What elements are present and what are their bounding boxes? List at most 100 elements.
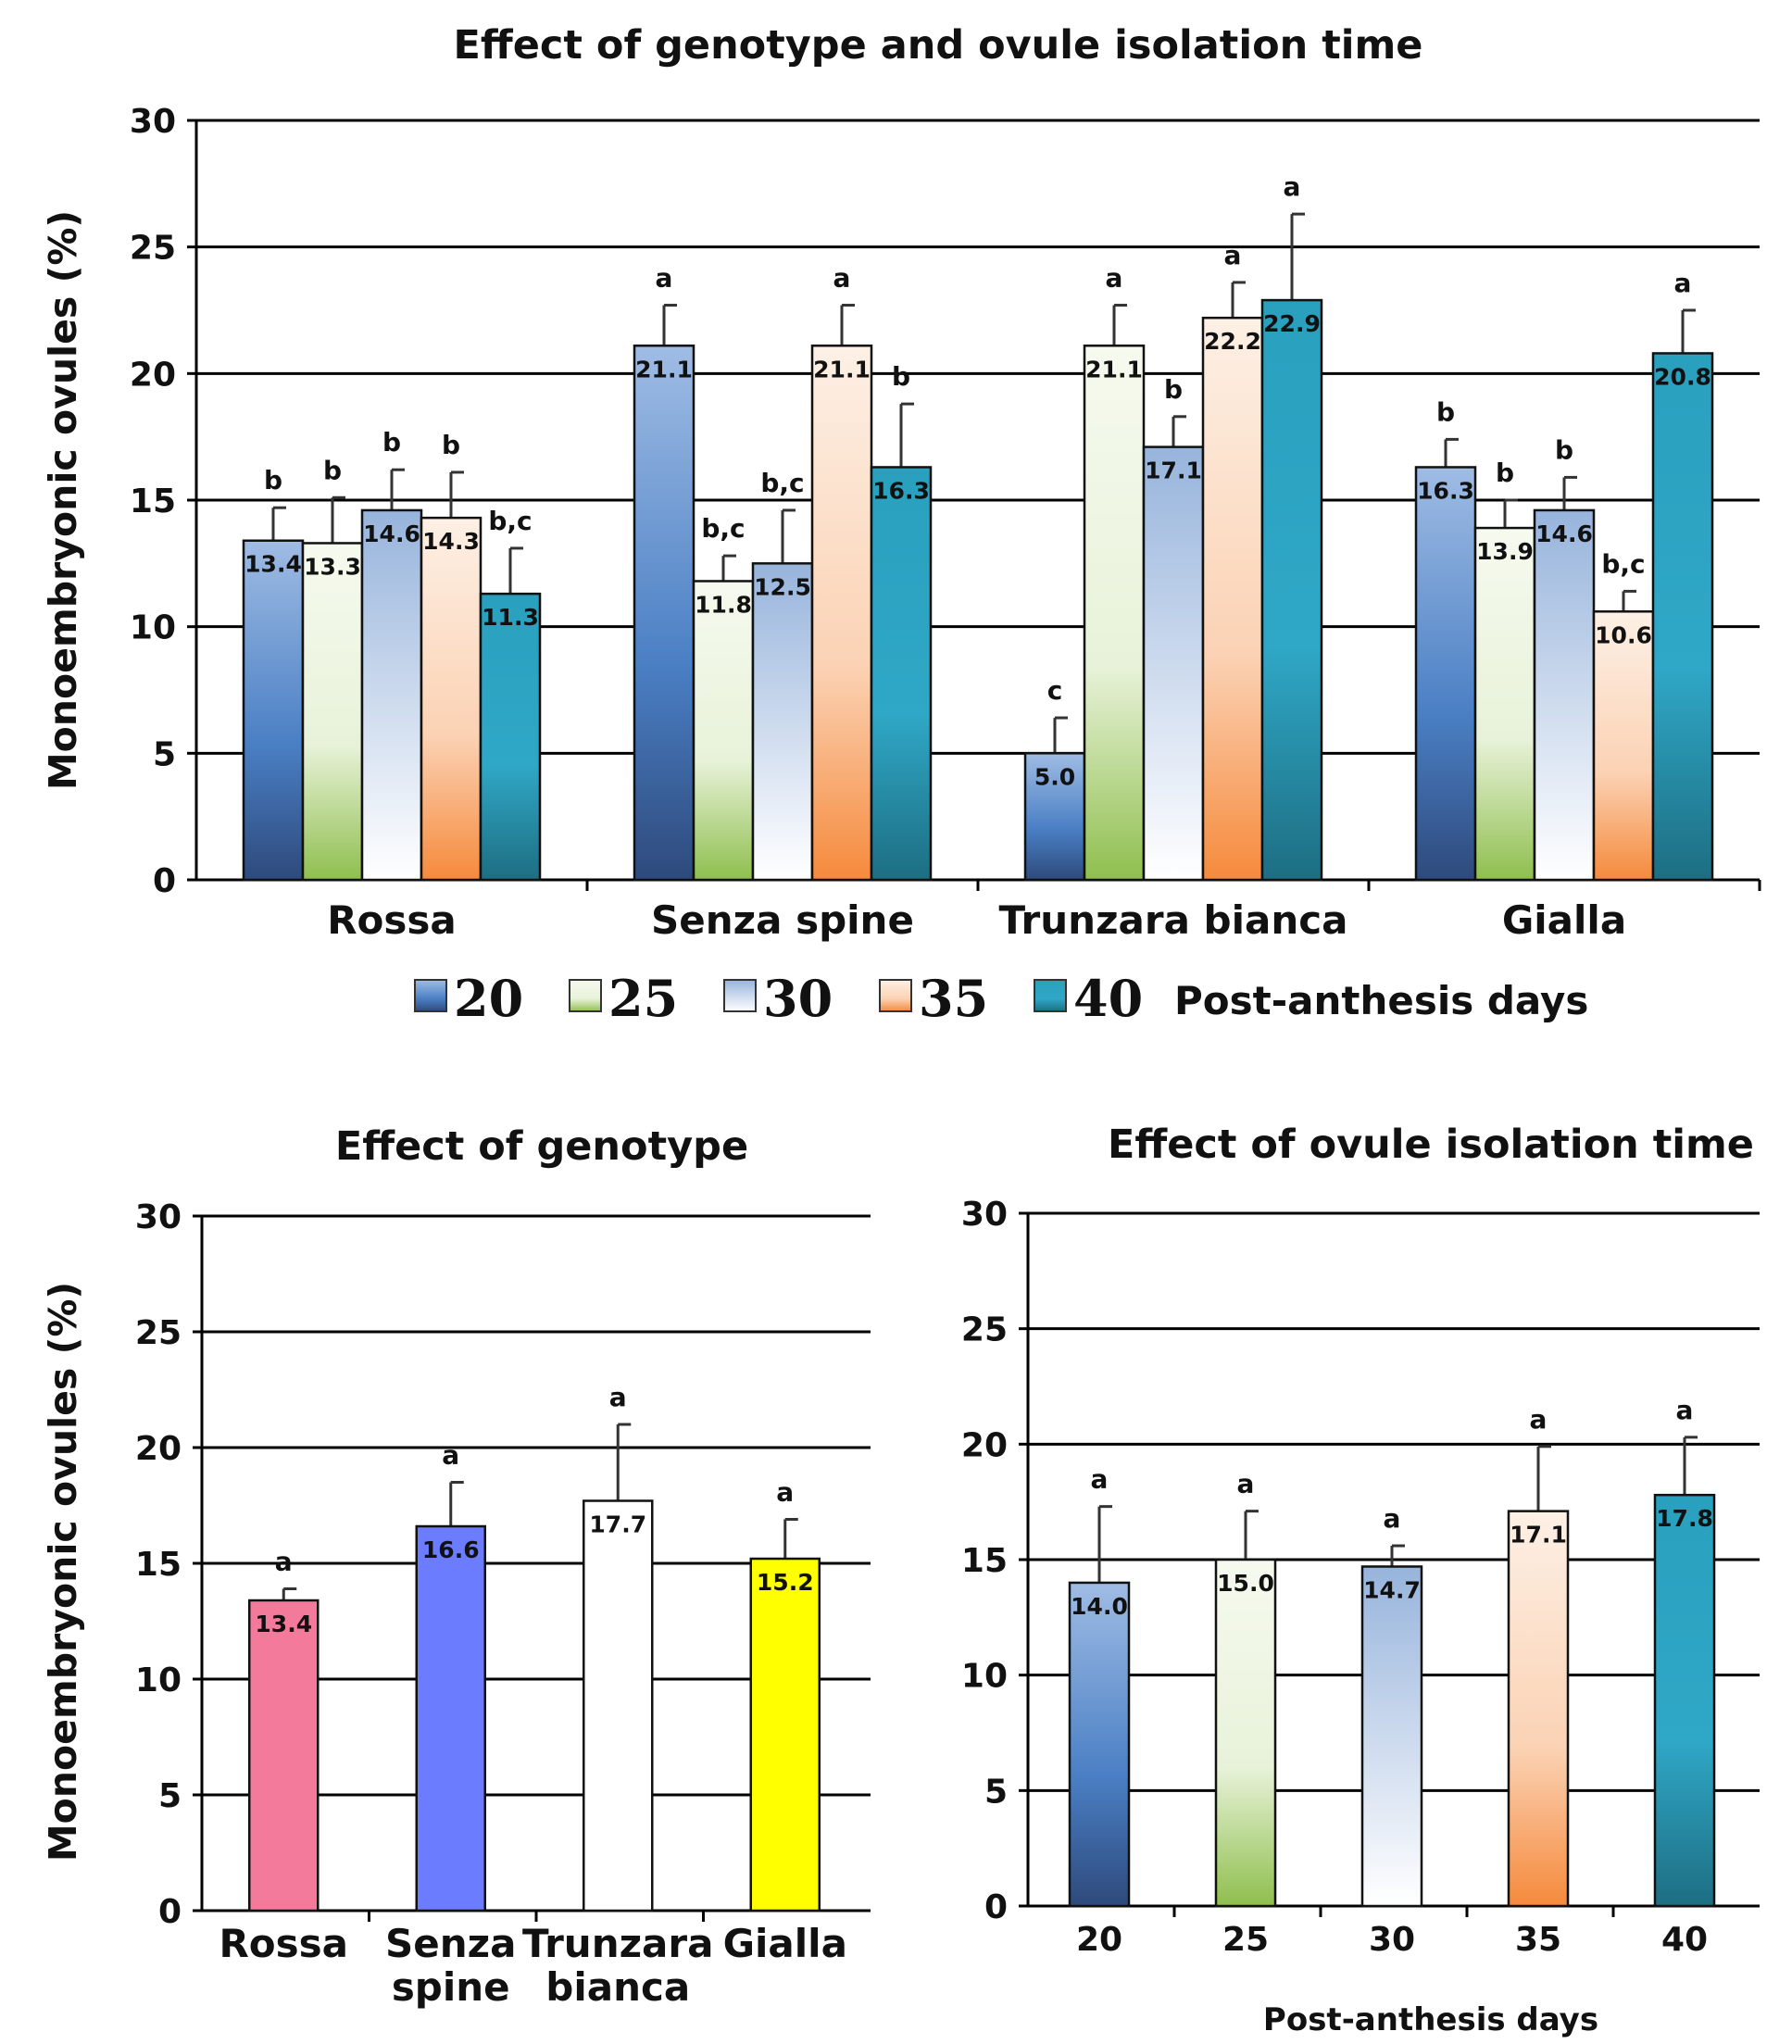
category-label: Rossa <box>219 1921 348 1966</box>
category-label: 30 <box>1369 1921 1415 1959</box>
bar <box>749 1557 821 1912</box>
legend-swatch <box>879 979 912 1012</box>
category-label: 40 <box>1661 1921 1708 1959</box>
bar-gialla-30: 14.6 b <box>1533 434 1596 882</box>
significance-letter: a <box>1674 268 1692 298</box>
value-label: 14.7 <box>1363 1576 1421 1603</box>
bar <box>1414 466 1477 882</box>
bar-rossa-25: 13.3 b <box>301 455 364 882</box>
category-label: bianca <box>545 1964 690 2010</box>
value-label: 15.0 <box>1217 1570 1274 1597</box>
bar <box>1068 1581 1131 1908</box>
bar-trunzara-bianca-35: 22.2 a <box>1201 240 1264 882</box>
value-label: 17.7 <box>589 1511 646 1538</box>
significance-letter: a <box>776 1477 794 1508</box>
chart2-ylabel: Monoembryonic ovules (%) <box>41 1282 85 1862</box>
category-label: Trunzara bianca <box>999 897 1348 943</box>
bar-trunzara-bianca-25: 21.1 a <box>1083 263 1146 882</box>
significance-letter: b <box>1164 374 1183 405</box>
category-label: Trunzara <box>522 1921 713 1966</box>
y-tick-label: 30 <box>135 1198 182 1236</box>
y-tick-label: 15 <box>130 483 176 520</box>
y-tick-label: 15 <box>135 1546 182 1584</box>
significance-letter: a <box>1384 1503 1401 1534</box>
value-label: 13.4 <box>244 551 302 578</box>
y-tick-label: 25 <box>135 1314 182 1352</box>
significance-letter: a <box>1224 240 1242 270</box>
chart3-title: Effect of ovule isolation time <box>1108 1122 1754 1168</box>
category-label: Gialla <box>723 1921 847 1966</box>
bar <box>1142 445 1205 882</box>
bar-trunzara-bianca: 17.7 a <box>583 1382 654 1912</box>
value-label: 21.1 <box>1085 356 1143 382</box>
value-label: 16.6 <box>422 1536 480 1563</box>
y-tick-label: 10 <box>135 1662 182 1699</box>
significance-letter: a <box>1237 1469 1255 1499</box>
bar <box>1533 508 1596 882</box>
bar <box>479 592 542 882</box>
bar <box>360 508 423 882</box>
bar-gialla-40: 20.8 a <box>1651 268 1714 882</box>
category-label: Gialla <box>1502 897 1626 943</box>
value-label: 13.4 <box>255 1611 312 1637</box>
bar-gialla-25: 13.9 b <box>1473 458 1536 882</box>
bar <box>1651 352 1714 882</box>
bar <box>870 466 933 882</box>
significance-letter: b <box>892 361 910 392</box>
value-label: 5.0 <box>1034 763 1075 790</box>
value-label: 20.8 <box>1654 363 1711 390</box>
significance-letter: b <box>382 427 401 458</box>
bar <box>633 345 695 882</box>
legend-label: 25 <box>608 969 678 1028</box>
chart-genotype-time: Effect of genotype and ovule isolation t… <box>41 22 1761 943</box>
bar <box>1360 1565 1423 1908</box>
y-tick-label: 30 <box>130 103 176 141</box>
bar <box>1214 1558 1277 1908</box>
bar-trunzara-bianca-20: 5.0 c <box>1023 675 1086 882</box>
bar <box>1023 752 1086 882</box>
chart1-ylabel: Monoembryonic ovules (%) <box>41 210 85 790</box>
value-label: 13.9 <box>1476 538 1534 565</box>
value-label: 11.3 <box>482 604 539 631</box>
y-tick-label: 20 <box>961 1426 1008 1464</box>
legend-item-20: 20 <box>414 969 523 1028</box>
bar <box>1653 1493 1716 1908</box>
category-label: spine <box>392 1964 510 2010</box>
significance-letter: a <box>442 1440 459 1471</box>
category-label: Senza spine <box>651 897 914 943</box>
bar-rossa-35: 14.3 b <box>420 430 482 882</box>
value-label: 17.1 <box>1145 458 1202 484</box>
value-label: 14.6 <box>1535 520 1593 547</box>
bar <box>301 542 364 882</box>
bar-gialla-35: 10.6 b,c <box>1592 548 1655 882</box>
bar <box>583 1499 654 1912</box>
value-label: 10.6 <box>1595 621 1652 648</box>
bar <box>751 562 814 882</box>
significance-letter: a <box>1284 171 1301 202</box>
significance-letter: b,c <box>701 513 745 544</box>
y-tick-label: 20 <box>130 356 176 394</box>
bar-senza-spine: 16.6 a <box>415 1440 486 1912</box>
category-label: 20 <box>1076 1921 1122 1959</box>
value-label: 11.8 <box>695 591 752 618</box>
bar-trunzara-bianca-40: 22.9 a <box>1260 171 1323 882</box>
bar-rossa-30: 14.6 b <box>360 427 423 882</box>
bar <box>1260 298 1323 882</box>
bar <box>692 580 755 882</box>
bar <box>1592 610 1655 882</box>
legend-label: 35 <box>919 969 988 1028</box>
legend-label: 30 <box>763 969 833 1028</box>
significance-letter: a <box>609 1382 627 1412</box>
y-tick-label: 20 <box>135 1430 182 1468</box>
significance-letter: c <box>1047 675 1063 706</box>
bar-senza-spine-40: 16.3 b <box>870 361 933 882</box>
value-label: 13.3 <box>304 553 361 580</box>
significance-letter: a <box>656 263 673 294</box>
bar-senza-spine-35: 21.1 a <box>810 263 873 882</box>
category-label: Senza <box>385 1921 516 1966</box>
y-tick-label: 5 <box>984 1773 1008 1811</box>
legend-swatch <box>723 979 757 1012</box>
legend-suffix: Post-anthesis days <box>1174 978 1588 1023</box>
bar-senza-spine-30: 12.5 b,c <box>751 468 814 882</box>
legend-label: 20 <box>454 969 523 1028</box>
